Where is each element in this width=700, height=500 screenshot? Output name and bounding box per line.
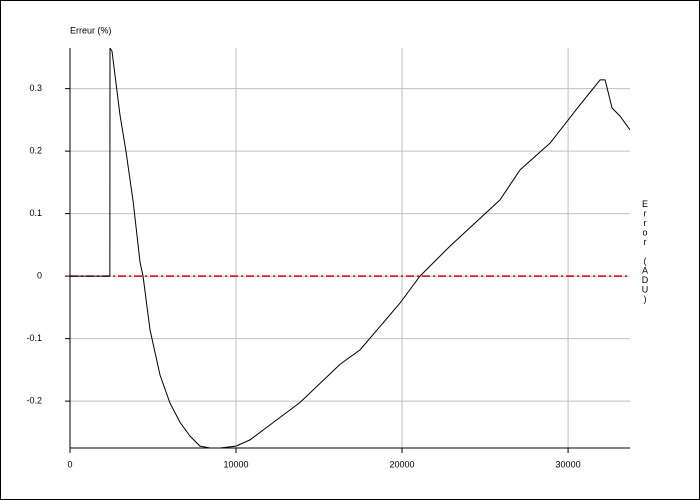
y-axis-label: Erreur (%) <box>70 25 112 35</box>
x-tick-label: 0 <box>67 459 72 469</box>
data-line <box>70 48 630 448</box>
y-tick-label: -0.1 <box>26 333 42 343</box>
y-tick-label: -0.2 <box>26 396 42 406</box>
x-tick-label: 30000 <box>556 459 581 469</box>
x-tick-label: 20000 <box>390 459 415 469</box>
y-tick-label: 0 <box>37 271 42 281</box>
x-tick-label: 10000 <box>224 459 249 469</box>
y-tick-label: 0.3 <box>29 83 42 93</box>
y-tick-label: 0.1 <box>29 208 42 218</box>
y-tick-label: 0.2 <box>29 146 42 156</box>
